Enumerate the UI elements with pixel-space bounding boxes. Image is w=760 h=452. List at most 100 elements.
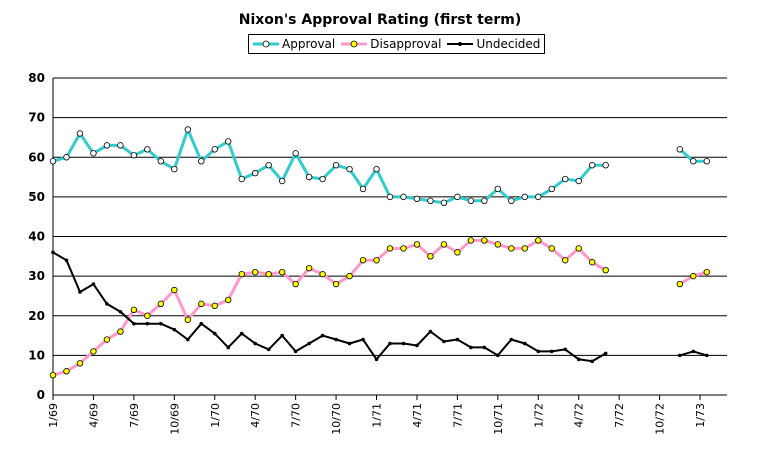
point-undecided [64, 258, 69, 263]
legend-label-disapproval: Disapproval [370, 37, 442, 51]
point-disapproval [144, 312, 151, 319]
x-tick-label: 4/71 [411, 403, 424, 428]
point-disapproval [63, 368, 70, 375]
point-undecided [159, 321, 163, 326]
point-undecided [455, 337, 460, 342]
point-disapproval [481, 237, 488, 244]
point-undecided [239, 331, 244, 336]
point-approval [278, 177, 286, 185]
point-disapproval [602, 266, 609, 274]
point-disapproval [171, 286, 178, 294]
point-approval [535, 193, 542, 201]
legend-item-undecided: Undecided [447, 37, 540, 51]
point-approval [575, 177, 582, 185]
point-approval [76, 130, 84, 137]
point-disapproval [676, 280, 684, 288]
point-approval [117, 142, 124, 149]
x-tick-label: 4/70 [249, 403, 262, 428]
point-approval [225, 138, 232, 145]
x-tick-label: 7/72 [613, 403, 626, 428]
point-undecided [226, 345, 231, 350]
point-disapproval [346, 272, 353, 280]
point-undecided [678, 353, 682, 358]
y-tick-label: 50 [28, 190, 45, 204]
point-approval [238, 175, 245, 183]
point-undecided [132, 321, 136, 326]
point-disapproval [198, 300, 205, 308]
point-disapproval [292, 280, 299, 288]
point-undecided [199, 321, 204, 326]
point-undecided [691, 349, 696, 354]
legend-swatch-disapproval [341, 40, 368, 48]
point-undecided [482, 345, 487, 350]
x-tick-label: 1/71 [371, 403, 384, 428]
point-approval [508, 197, 515, 205]
y-tick-label: 20 [28, 309, 45, 323]
point-approval [332, 161, 340, 169]
point-disapproval [117, 328, 124, 335]
point-disapproval [211, 302, 218, 310]
point-approval [292, 150, 299, 157]
y-tick-label: 10 [28, 348, 45, 362]
y-tick-label: 60 [28, 150, 45, 164]
legend: Approval Disapproval Undecided [248, 34, 546, 54]
point-undecided [388, 341, 392, 346]
point-undecided [415, 343, 419, 348]
point-disapproval [278, 268, 286, 276]
point-undecided [549, 349, 554, 354]
point-approval [130, 152, 138, 159]
point-disapproval [373, 257, 380, 264]
point-undecided [523, 341, 527, 346]
point-disapproval [703, 268, 710, 276]
point-approval [90, 150, 97, 157]
point-disapproval [535, 237, 542, 244]
point-approval [690, 158, 697, 165]
point-approval [467, 197, 475, 205]
point-disapproval [225, 296, 232, 304]
point-disapproval [690, 272, 697, 280]
y-tick-label: 40 [28, 230, 45, 244]
point-approval [494, 185, 502, 193]
point-undecided [704, 353, 709, 358]
point-disapproval [90, 348, 97, 355]
point-approval [521, 193, 528, 201]
point-undecided [320, 333, 325, 338]
point-approval [400, 193, 407, 201]
legend-item-disapproval: Disapproval [341, 37, 441, 51]
point-undecided [603, 351, 608, 356]
point-disapproval [184, 316, 191, 323]
x-tick-label: 10/69 [168, 403, 181, 435]
point-disapproval [305, 265, 313, 272]
point-approval [386, 193, 394, 201]
point-undecided [145, 321, 150, 326]
point-disapproval [332, 280, 340, 288]
point-undecided [212, 331, 217, 336]
x-tick-label: 10/72 [654, 403, 667, 435]
point-undecided [280, 333, 284, 338]
legend-label-undecided: Undecided [476, 37, 541, 51]
point-disapproval [548, 245, 555, 252]
point-undecided [428, 329, 433, 334]
point-approval [305, 173, 313, 181]
series-line-approval [52, 128, 606, 205]
point-approval [103, 142, 111, 149]
point-undecided [401, 341, 406, 346]
point-approval [413, 195, 421, 203]
point-approval [589, 161, 596, 169]
point-disapproval [467, 237, 475, 244]
point-disapproval [427, 253, 434, 260]
point-undecided [361, 337, 365, 342]
point-approval [251, 169, 259, 177]
legend-swatch-undecided [447, 42, 474, 46]
point-disapproval [359, 257, 367, 264]
point-undecided [334, 337, 338, 342]
point-disapproval [265, 270, 272, 278]
point-disapproval [251, 268, 259, 276]
point-approval [373, 165, 380, 173]
point-undecided [78, 290, 82, 294]
point-undecided [563, 347, 568, 352]
point-approval [49, 158, 57, 165]
point-approval [481, 197, 488, 205]
point-undecided [51, 250, 55, 255]
